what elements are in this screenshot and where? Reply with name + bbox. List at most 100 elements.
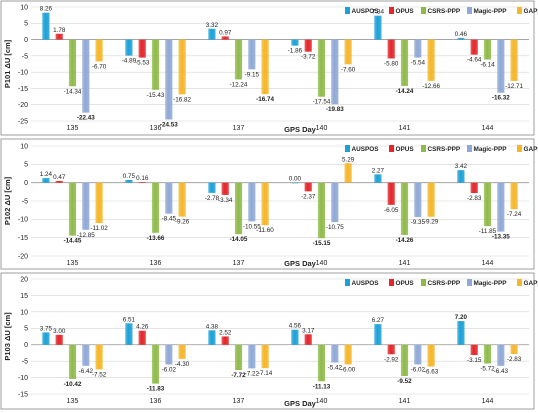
x-tick-label: 141 <box>399 125 411 132</box>
bar-auspos-135 <box>42 332 50 345</box>
bar-opus-141 <box>387 39 395 59</box>
legend-swatch <box>517 279 522 286</box>
data-label: 8.26 <box>40 6 53 13</box>
bar-opus-136 <box>138 39 146 58</box>
data-label: -6.02 <box>162 366 177 373</box>
bar-csrs-ppp-135 <box>68 344 77 379</box>
legend-label: Magic-PPP <box>474 8 508 15</box>
bar-magic-ppp-141 <box>414 182 422 217</box>
data-label: -2.78 <box>205 195 220 202</box>
data-label: -6.70 <box>92 63 107 70</box>
y-tick-label: -25 <box>18 118 28 125</box>
data-label: -7.24 <box>507 211 522 218</box>
data-label: -16.82 <box>173 96 191 103</box>
bar-gaps-ppp-135 <box>95 182 103 224</box>
bar-csrs-ppp-135 <box>68 39 77 87</box>
data-label: -5.80 <box>384 60 399 67</box>
bar-auspos-135 <box>42 178 50 183</box>
y-tick-label: 5 <box>24 326 28 333</box>
x-axis-title: GPS Day <box>284 399 317 408</box>
bar-magic-ppp-137 <box>248 344 256 369</box>
data-label: -9.35 <box>411 219 426 226</box>
legend-label: GAPS-PPP <box>524 146 538 153</box>
bar-csrs-ppp-140 <box>317 39 326 97</box>
bar-auspos-141 <box>374 324 382 345</box>
data-label: -14.05 <box>230 236 248 243</box>
bar-auspos-141 <box>374 174 382 183</box>
x-tick-label: 135 <box>67 398 79 405</box>
bar-gaps-ppp-136 <box>178 182 186 217</box>
legend-item-magic-ppp: Magic-PPP <box>467 279 507 287</box>
data-label: 0.16 <box>136 175 149 182</box>
y-tick-label: -5 <box>22 359 28 366</box>
data-label: -6.02 <box>411 366 426 373</box>
bar-auspos-140 <box>291 182 299 184</box>
x-tick-label: 137 <box>233 260 245 267</box>
data-label: -6.00 <box>341 366 356 373</box>
legend-label: GAPS-PPP <box>524 280 538 287</box>
data-label: -6.42 <box>79 368 94 375</box>
bar-opus-135 <box>55 33 63 40</box>
data-label: -12.24 <box>230 81 248 88</box>
bar-magic-ppp-144 <box>497 39 505 93</box>
legend-swatch <box>467 145 472 152</box>
data-label: -7.14 <box>258 370 273 377</box>
data-label: 4.56 <box>289 323 302 330</box>
data-label: 0.46 <box>455 31 468 38</box>
data-label: -10.42 <box>64 381 82 388</box>
data-label: -5.42 <box>328 365 343 372</box>
legend-label: AUSPOS <box>352 280 380 287</box>
bar-opus-144 <box>470 182 478 194</box>
x-tick-label: 136 <box>150 125 162 132</box>
y-tick-label: -15 <box>18 235 28 242</box>
data-label: -2.83 <box>507 356 522 363</box>
data-label: -6.43 <box>494 368 509 375</box>
bar-gaps-ppp-135 <box>95 344 103 370</box>
legend-item-gaps-ppp: GAPS-PPP <box>517 279 538 287</box>
y-tick-label: 0 <box>24 37 28 44</box>
data-label: 3.17 <box>302 327 315 334</box>
data-label: -7.52 <box>92 371 107 378</box>
x-tick-label: 135 <box>67 125 79 132</box>
x-tick-label: 144 <box>482 125 494 132</box>
legend-item-opus: OPUS <box>389 279 414 287</box>
data-label: -1.86 <box>288 48 303 55</box>
legend-label: Magic-PPP <box>474 146 508 153</box>
data-label: -11.83 <box>147 386 165 393</box>
data-label: 0.47 <box>53 174 66 181</box>
bar-auspos-137 <box>208 182 216 193</box>
data-label: -11.13 <box>313 383 331 390</box>
data-label: -9.29 <box>424 219 439 226</box>
bar-auspos-140 <box>291 39 299 46</box>
x-tick-label: 141 <box>399 260 411 267</box>
bar-opus-137 <box>221 36 229 40</box>
bar-magic-ppp-140 <box>331 39 339 105</box>
data-label: 0.97 <box>219 29 232 36</box>
data-label: -9.26 <box>175 219 190 226</box>
data-label: -12.85 <box>77 232 95 239</box>
data-label: 4.26 <box>136 324 149 331</box>
data-label: -5.54 <box>411 60 426 67</box>
data-label: 3.32 <box>206 22 219 29</box>
data-label: -2.92 <box>384 356 399 363</box>
data-label: -22.43 <box>77 115 95 122</box>
data-label: -13.35 <box>492 234 510 241</box>
chart-panel-2: 10 5 0 -5 -10 -15 -20 P102 ΔU [cm] 1.24 0.47 -14.4… <box>0 138 538 270</box>
x-tick-label: 136 <box>150 398 162 405</box>
legend-label: AUSPOS <box>352 8 380 15</box>
data-label: -8.45 <box>162 216 177 223</box>
legend-item-auspos: AUSPOS <box>345 7 379 15</box>
y-tick-label: -15 <box>18 391 28 398</box>
bar-magic-ppp-144 <box>497 344 505 366</box>
data-label: 7.34 <box>372 9 385 16</box>
data-label: -7.60 <box>341 66 356 73</box>
legend-swatch <box>389 279 394 286</box>
data-label: 3.00 <box>53 328 66 335</box>
bar-opus-137 <box>221 182 229 195</box>
data-label: -14.24 <box>396 88 414 95</box>
x-tick-label: 140 <box>316 260 328 267</box>
bar-auspos-136 <box>125 179 133 183</box>
y-tick-label: 0 <box>24 180 28 187</box>
legend-label: OPUS <box>396 280 415 287</box>
